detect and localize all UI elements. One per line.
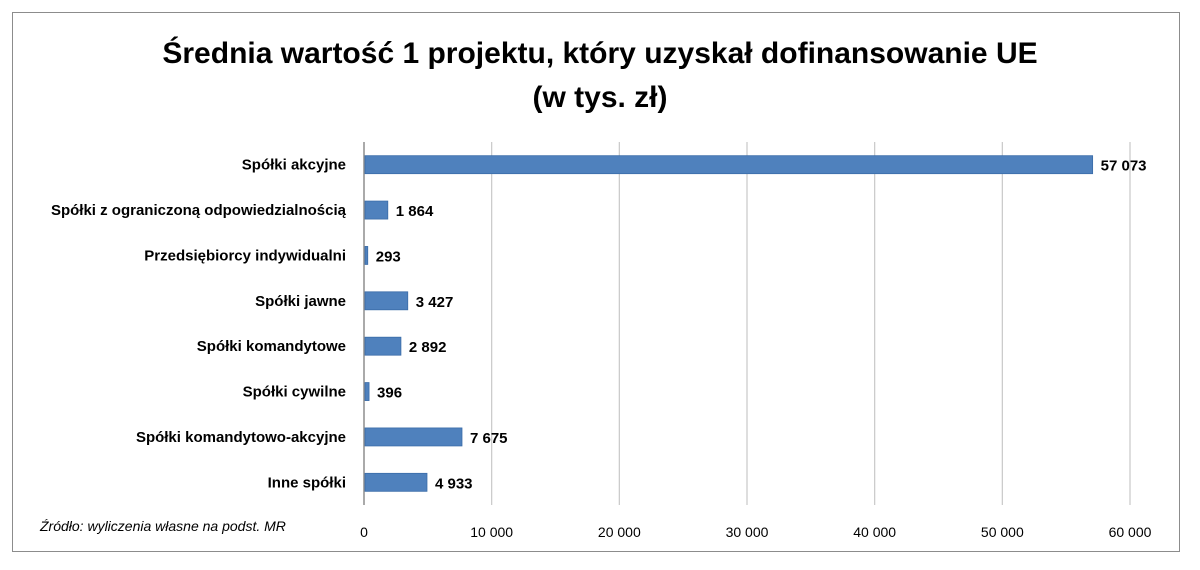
category-label-0: Spółki akcyjne [242,157,346,174]
data-label-4: 2 892 [409,339,447,356]
chart-title: Średnia wartość 1 projektu, który uzyska… [162,37,1038,70]
bar-3 [364,291,409,311]
bar-4 [364,336,402,356]
data-label-2: 293 [376,248,401,265]
data-label-0: 57 073 [1101,158,1147,175]
x-tick-label-4: 40 000 [853,524,896,540]
category-label-7: Inne spółki [268,474,346,491]
bar-6 [364,427,463,447]
category-label-6: Spółki komandytowo-akcyjne [136,429,346,446]
x-tick-label-3: 30 000 [726,524,769,540]
category-label-5: Spółki cywilne [243,384,346,401]
bar-0 [364,155,1094,175]
x-tick-label-2: 20 000 [598,524,641,540]
bar-7 [364,472,428,492]
category-label-4: Spółki komandytowe [197,338,346,355]
data-label-7: 4 933 [435,475,473,492]
data-label-1: 1 864 [396,203,434,220]
category-label-2: Przedsiębiorcy indywidualni [144,247,346,264]
data-label-5: 396 [377,385,402,402]
chart-subtitle: (w tys. zł) [532,81,668,114]
bar-5 [364,382,370,401]
source-note: Źródło: wyliczenia własne na podst. MR [40,518,286,534]
data-label-3: 3 427 [416,294,454,311]
x-tick-label-0: 0 [360,524,368,540]
x-tick-label-1: 10 000 [470,524,513,540]
category-label-3: Spółki jawne [255,293,346,310]
category-label-1: Spółki z ograniczoną odpowiedzialnością [51,202,347,219]
x-tick-label-6: 60 000 [1109,524,1152,540]
bar-1 [364,200,389,220]
chart-frame [12,12,1180,552]
x-tick-label-5: 50 000 [981,524,1024,540]
bar-2 [364,246,369,265]
data-label-6: 7 675 [470,430,508,447]
